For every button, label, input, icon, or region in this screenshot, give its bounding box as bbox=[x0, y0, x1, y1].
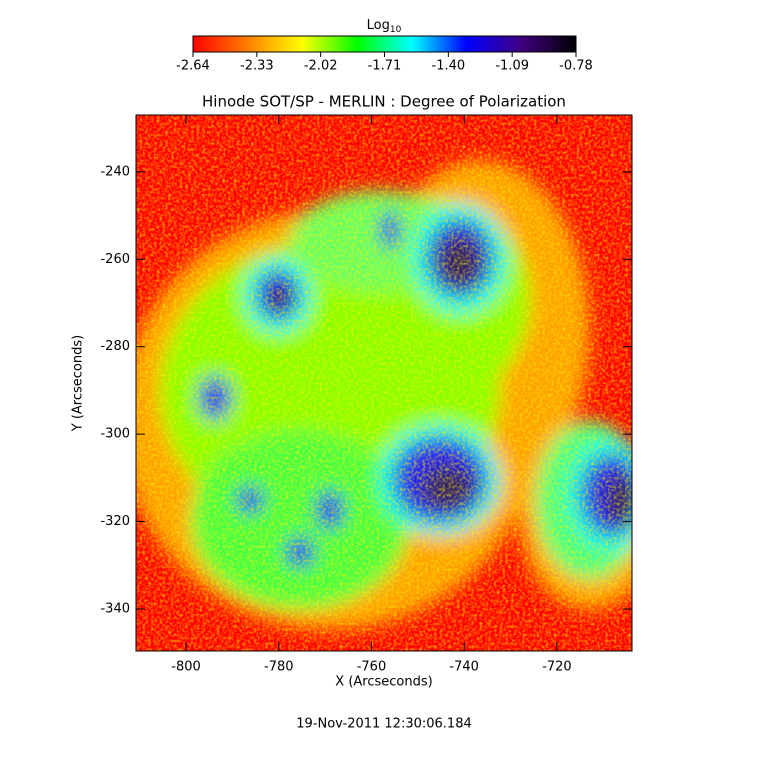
colorbar-label: Log10 bbox=[367, 18, 402, 35]
x-tick-label: -760 bbox=[357, 660, 387, 675]
polarization-image bbox=[136, 115, 632, 651]
colorbar-tick-label: -1.40 bbox=[432, 59, 466, 74]
y-axis-label: Y (Arcseconds) bbox=[71, 335, 86, 432]
y-tick-label: -280 bbox=[100, 339, 130, 354]
colorbar-tick-label: -0.78 bbox=[559, 59, 593, 74]
colorbar-tick-label: -2.02 bbox=[304, 59, 338, 74]
colorbar-tick-label: -2.64 bbox=[176, 59, 210, 74]
colorbar-tick-label: -2.33 bbox=[240, 59, 274, 74]
y-tick-label: -260 bbox=[100, 252, 130, 267]
y-tick-label: -320 bbox=[100, 514, 130, 529]
y-tick-label: -300 bbox=[100, 427, 130, 442]
y-tick-label: -240 bbox=[100, 164, 130, 179]
plot-frame bbox=[135, 114, 633, 652]
colorbar bbox=[192, 35, 577, 53]
x-tick-label: -780 bbox=[264, 660, 294, 675]
x-tick-label: -740 bbox=[449, 660, 479, 675]
timestamp: 19-Nov-2011 12:30:06.184 bbox=[296, 717, 472, 732]
image-texture bbox=[136, 115, 632, 651]
chart-title: Hinode SOT/SP - MERLIN : Degree of Polar… bbox=[202, 93, 566, 111]
colorbar-tick-label: -1.09 bbox=[495, 59, 529, 74]
x-tick-label: -800 bbox=[171, 660, 201, 675]
y-tick-label: -340 bbox=[100, 602, 130, 617]
x-tick-label: -720 bbox=[542, 660, 572, 675]
x-axis-label: X (Arcseconds) bbox=[335, 675, 432, 690]
colorbar-tick-label: -1.71 bbox=[368, 59, 402, 74]
